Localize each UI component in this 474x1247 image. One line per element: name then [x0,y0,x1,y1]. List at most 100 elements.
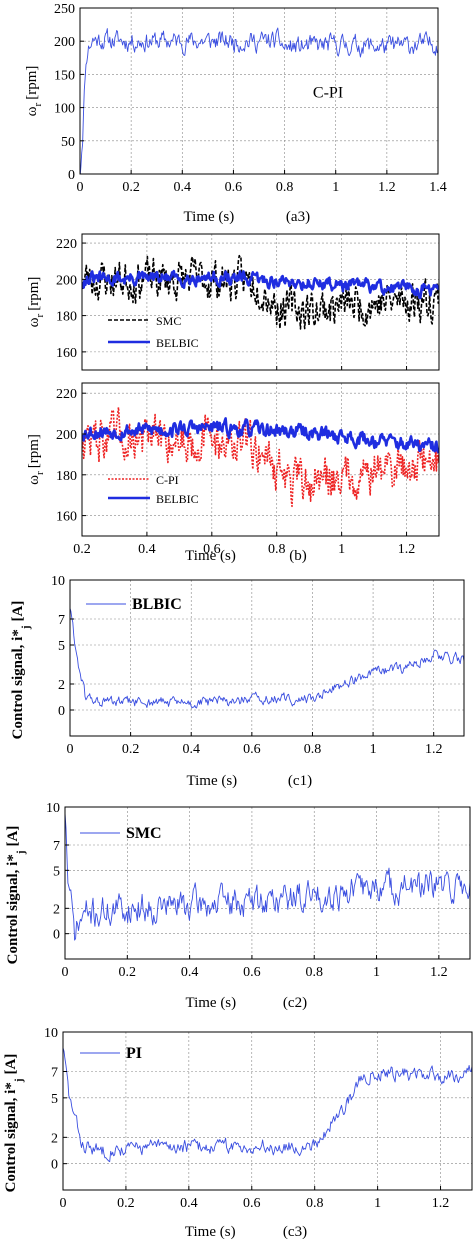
legend-label: PI [126,1045,142,1062]
x-tick-label: 0.6 [225,180,243,195]
y-tick-label: 150 [54,68,75,83]
y-tick-label: 200 [56,273,77,288]
x-tick-label: 0.8 [305,965,323,980]
x-tick-label: 0.6 [203,542,221,557]
series-line-belbic [82,417,439,454]
panel-a3: 0 0.2 0.4 0.6 0.8 1 1.2 1.4 0 50 100 150 200 250 Time … [24,2,447,225]
plot-frame [81,233,440,371]
x-tick-label: 1 [332,180,339,195]
y-tick-label: 5 [58,639,65,654]
y-tick-label: 200 [56,428,77,443]
legend-label: SMC [156,314,181,328]
y-axis-label: Control signal, i*j[A] [3,1054,25,1193]
x-tick-label: 0.4 [181,965,199,980]
x-tick-label: 0.2 [117,1196,135,1211]
series-line-main [80,27,438,174]
y-tick-label: 5 [53,864,60,879]
y-tick-label: 200 [54,35,75,50]
x-tick-label: 1.2 [432,1196,450,1211]
panel-tag: (b) [289,548,307,564]
x-tick-label: 0 [77,180,84,195]
x-axis-label: Time (s) [184,209,235,225]
y-axis-label: ωr[rpm] [26,434,46,485]
y-tick-label: 160 [56,510,77,525]
x-tick-label: 1 [370,742,377,757]
x-tick-label: 0 [67,742,74,757]
legend-label: BELBIC [156,336,199,350]
panel-tag: (c1) [288,773,312,789]
y-tick-label: 0 [53,928,60,943]
y-tick-label: 220 [56,237,77,252]
x-axis-label: Time (s) [186,773,237,789]
y-tick-label: 2 [58,678,65,693]
x-tick-label: 0.2 [122,180,140,195]
x-tick-label: 0.2 [119,965,137,980]
y-tick-label: 50 [61,135,75,150]
y-tick-label: 10 [51,574,65,589]
y-axis-label: Control signal, i*j[A] [5,826,27,965]
panel-tag: (c2) [283,995,307,1011]
y-tick-label: 0 [58,704,65,719]
x-tick-label: 1 [338,542,345,557]
x-tick-label: 0.2 [73,542,91,557]
y-tick-label: 2 [51,1131,58,1146]
y-axis-label: ωr[rpm] [24,66,44,117]
x-tick-label: 1.4 [429,180,447,195]
panel-b-cpi-vs-belbic: 0.2 0.4 0.6 0.8 1 1.2 160 180 200 220 Time (s) (b) ω… [26,382,440,564]
plot-frame [69,579,465,737]
x-axis-label: Time (s) [185,548,236,564]
x-axis-label: Time (s) [185,995,236,1011]
panel-c1: 0 0.2 0.4 0.6 0.8 1 1.2 0 2 5 7 10 Time (s) (c1) Contr… [10,574,465,789]
y-axis-label: ωr[rpm] [26,277,46,328]
y-tick-label: 0 [51,1158,58,1173]
y-tick-label: 7 [58,613,65,628]
legend-label: SMC [126,825,162,842]
y-tick-label: 7 [53,839,60,854]
x-tick-label: 0 [62,965,69,980]
y-tick-label: 0 [68,168,75,183]
x-tick-label: 0.6 [243,965,261,980]
panel-tag: (a3) [286,209,310,225]
y-tick-label: 180 [56,310,77,325]
series-line-blbic [70,608,464,709]
y-tick-label: 10 [44,1026,58,1041]
x-tick-label: 0 [60,1196,67,1211]
annotation-label: C-PI [313,85,343,102]
y-tick-label: 2 [53,902,60,917]
x-tick-label: 0.8 [268,542,286,557]
panel-b-smc-vs-belbic: 160 180 200 220 ωr[rpm] SMC BELBIC [26,233,440,371]
plot-frame [62,1031,473,1191]
y-tick-label: 220 [56,387,77,402]
x-tick-label: 0.2 [122,742,140,757]
y-tick-label: 5 [51,1092,58,1107]
series-line-smc [82,254,439,330]
x-tick-label: 1.2 [398,542,416,557]
x-tick-label: 0.4 [138,542,156,557]
legend-label: BLBIC [132,596,182,613]
x-tick-label: 0.4 [174,180,192,195]
plot-frame [64,806,471,960]
panel-c3: 0 0.2 0.4 0.6 0.8 1 1.2 0 2 5 7 10 Time (s) (c3) Contr… [3,1026,473,1240]
series-line-smc [65,812,470,941]
x-tick-label: 0.8 [306,1196,324,1211]
panel-tag: (c3) [283,1224,307,1240]
x-tick-label: 1.2 [425,742,443,757]
x-tick-label: 1.2 [430,965,448,980]
plot-frame [81,382,440,537]
y-tick-label: 180 [56,469,77,484]
x-axis-label: Time (s) [185,1224,236,1240]
x-tick-label: 0.6 [243,1196,261,1211]
series-line-belbic [82,269,439,300]
y-tick-label: 7 [51,1066,58,1081]
x-tick-label: 0.4 [182,742,200,757]
x-tick-label: 0.8 [276,180,294,195]
y-tick-label: 250 [54,2,75,17]
y-axis-label: Control signal, i*j[A] [10,601,32,740]
plot-frame [79,7,439,175]
x-tick-label: 1 [374,1196,381,1211]
x-tick-label: 1.2 [378,180,396,195]
x-tick-label: 0.6 [243,742,261,757]
x-tick-label: 0.8 [304,742,322,757]
x-tick-label: 1 [373,965,380,980]
